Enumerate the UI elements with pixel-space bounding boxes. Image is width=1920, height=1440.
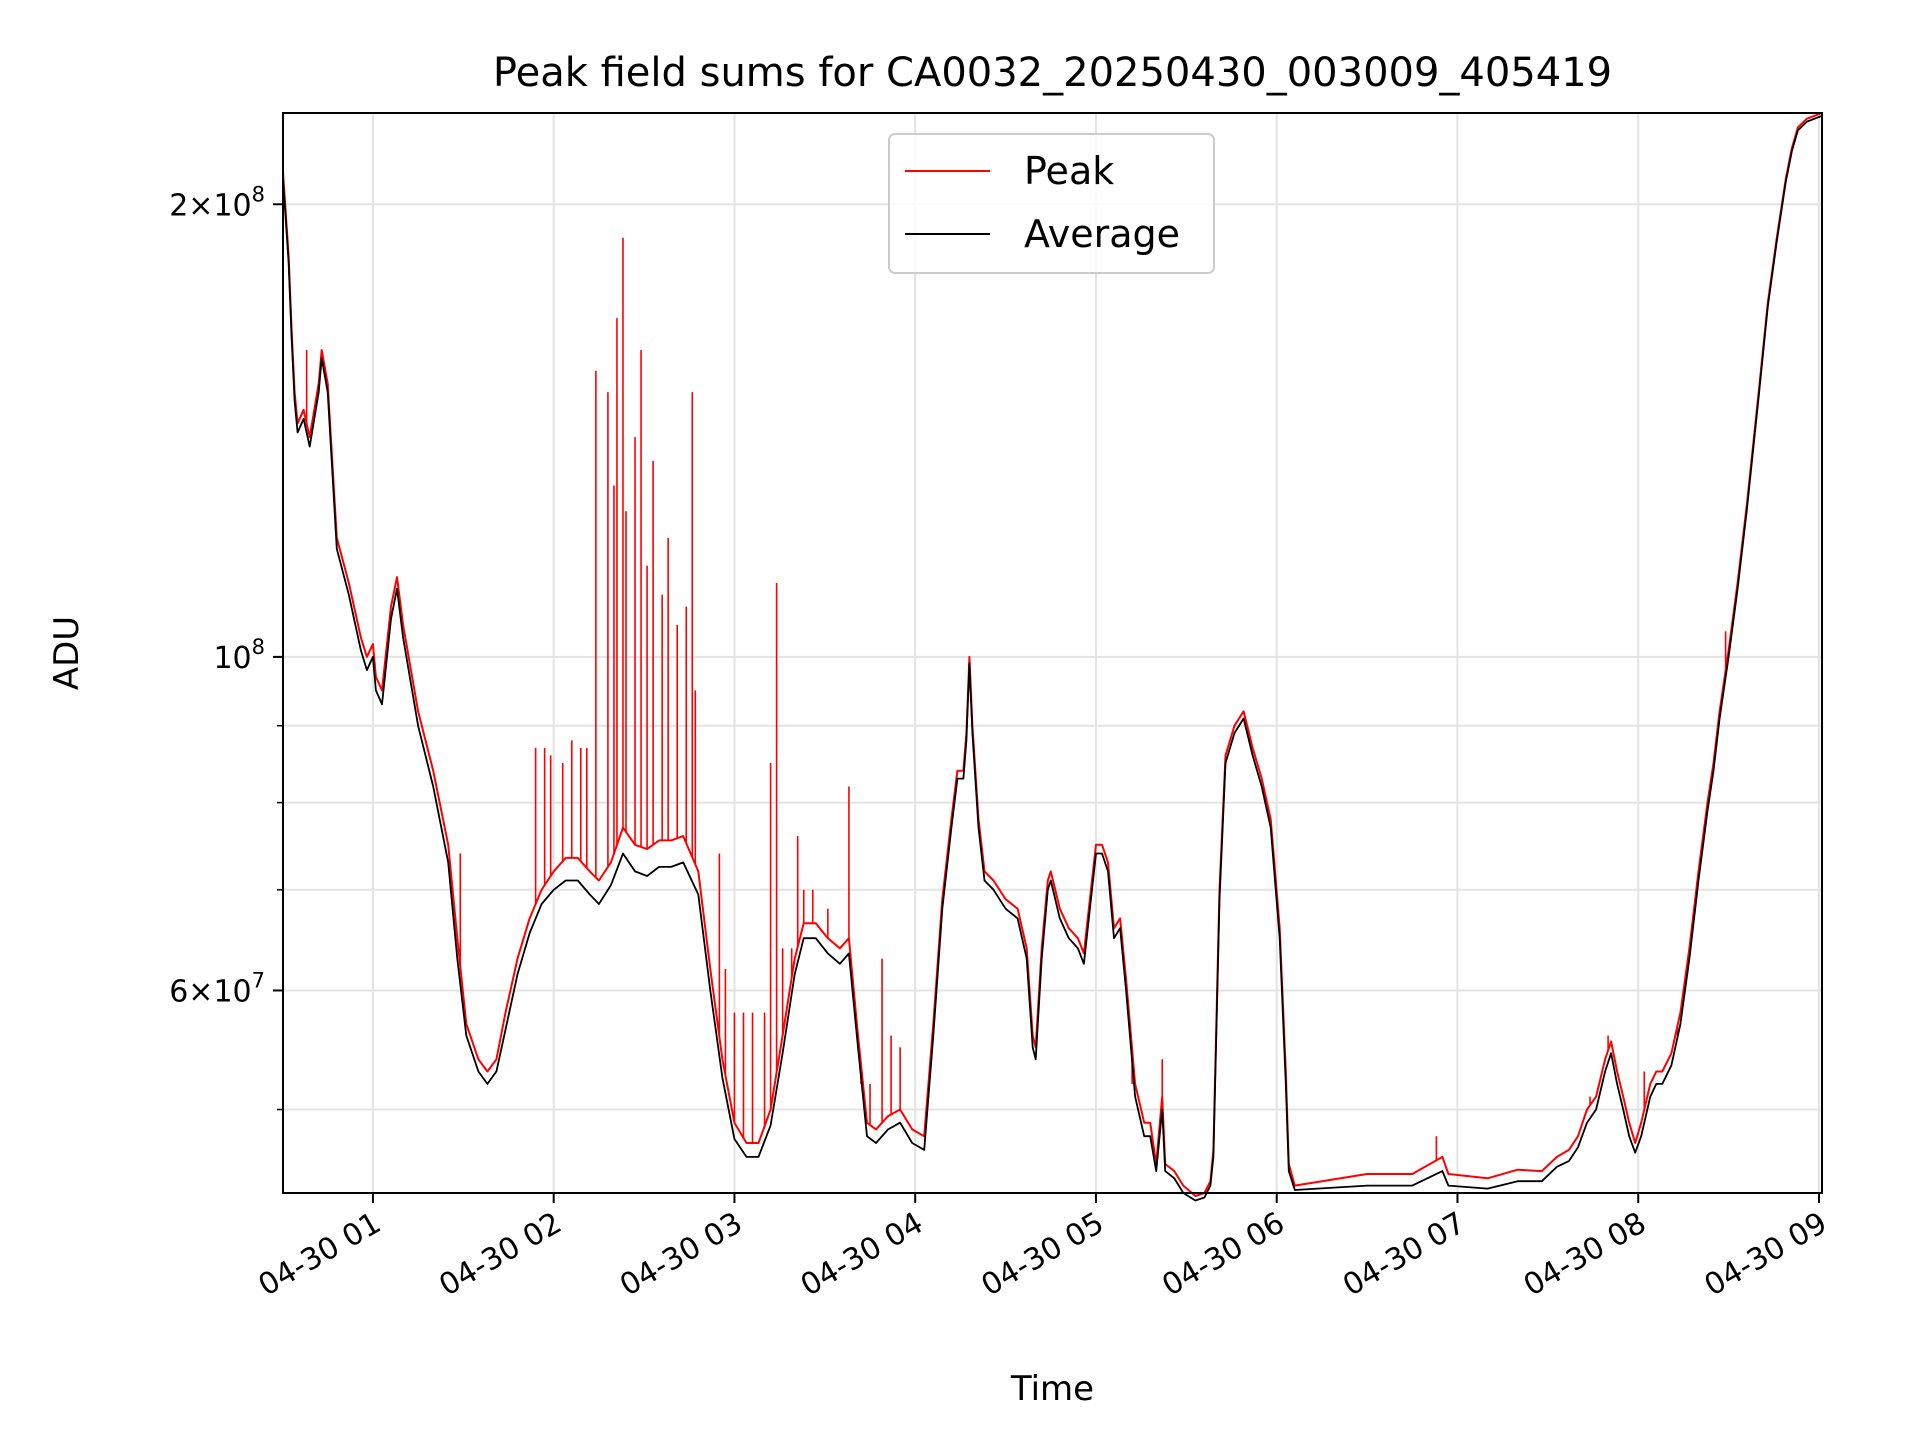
- y-tick-label: 2×108: [169, 182, 265, 223]
- y-axis-ticks: 2×108 108 6×107: [169, 182, 283, 1111]
- legend-label-average: Average: [1024, 212, 1180, 256]
- chart-title: Peak field sums for CA0032_20250430_0030…: [493, 50, 1612, 96]
- plot-area: [282, 112, 1823, 1202]
- legend-box: [888, 133, 1215, 274]
- plot-frame: [282, 112, 1823, 1194]
- legend: Peak Average: [888, 133, 1215, 274]
- series-line-average: [282, 114, 1823, 1202]
- y-tick-label: 6×107: [169, 968, 265, 1009]
- legend-label-peak: Peak: [1024, 149, 1114, 193]
- y-axis-label: ADU: [47, 616, 87, 690]
- y-tick-label: 108: [213, 635, 265, 676]
- x-axis-label: Time: [1010, 1369, 1094, 1409]
